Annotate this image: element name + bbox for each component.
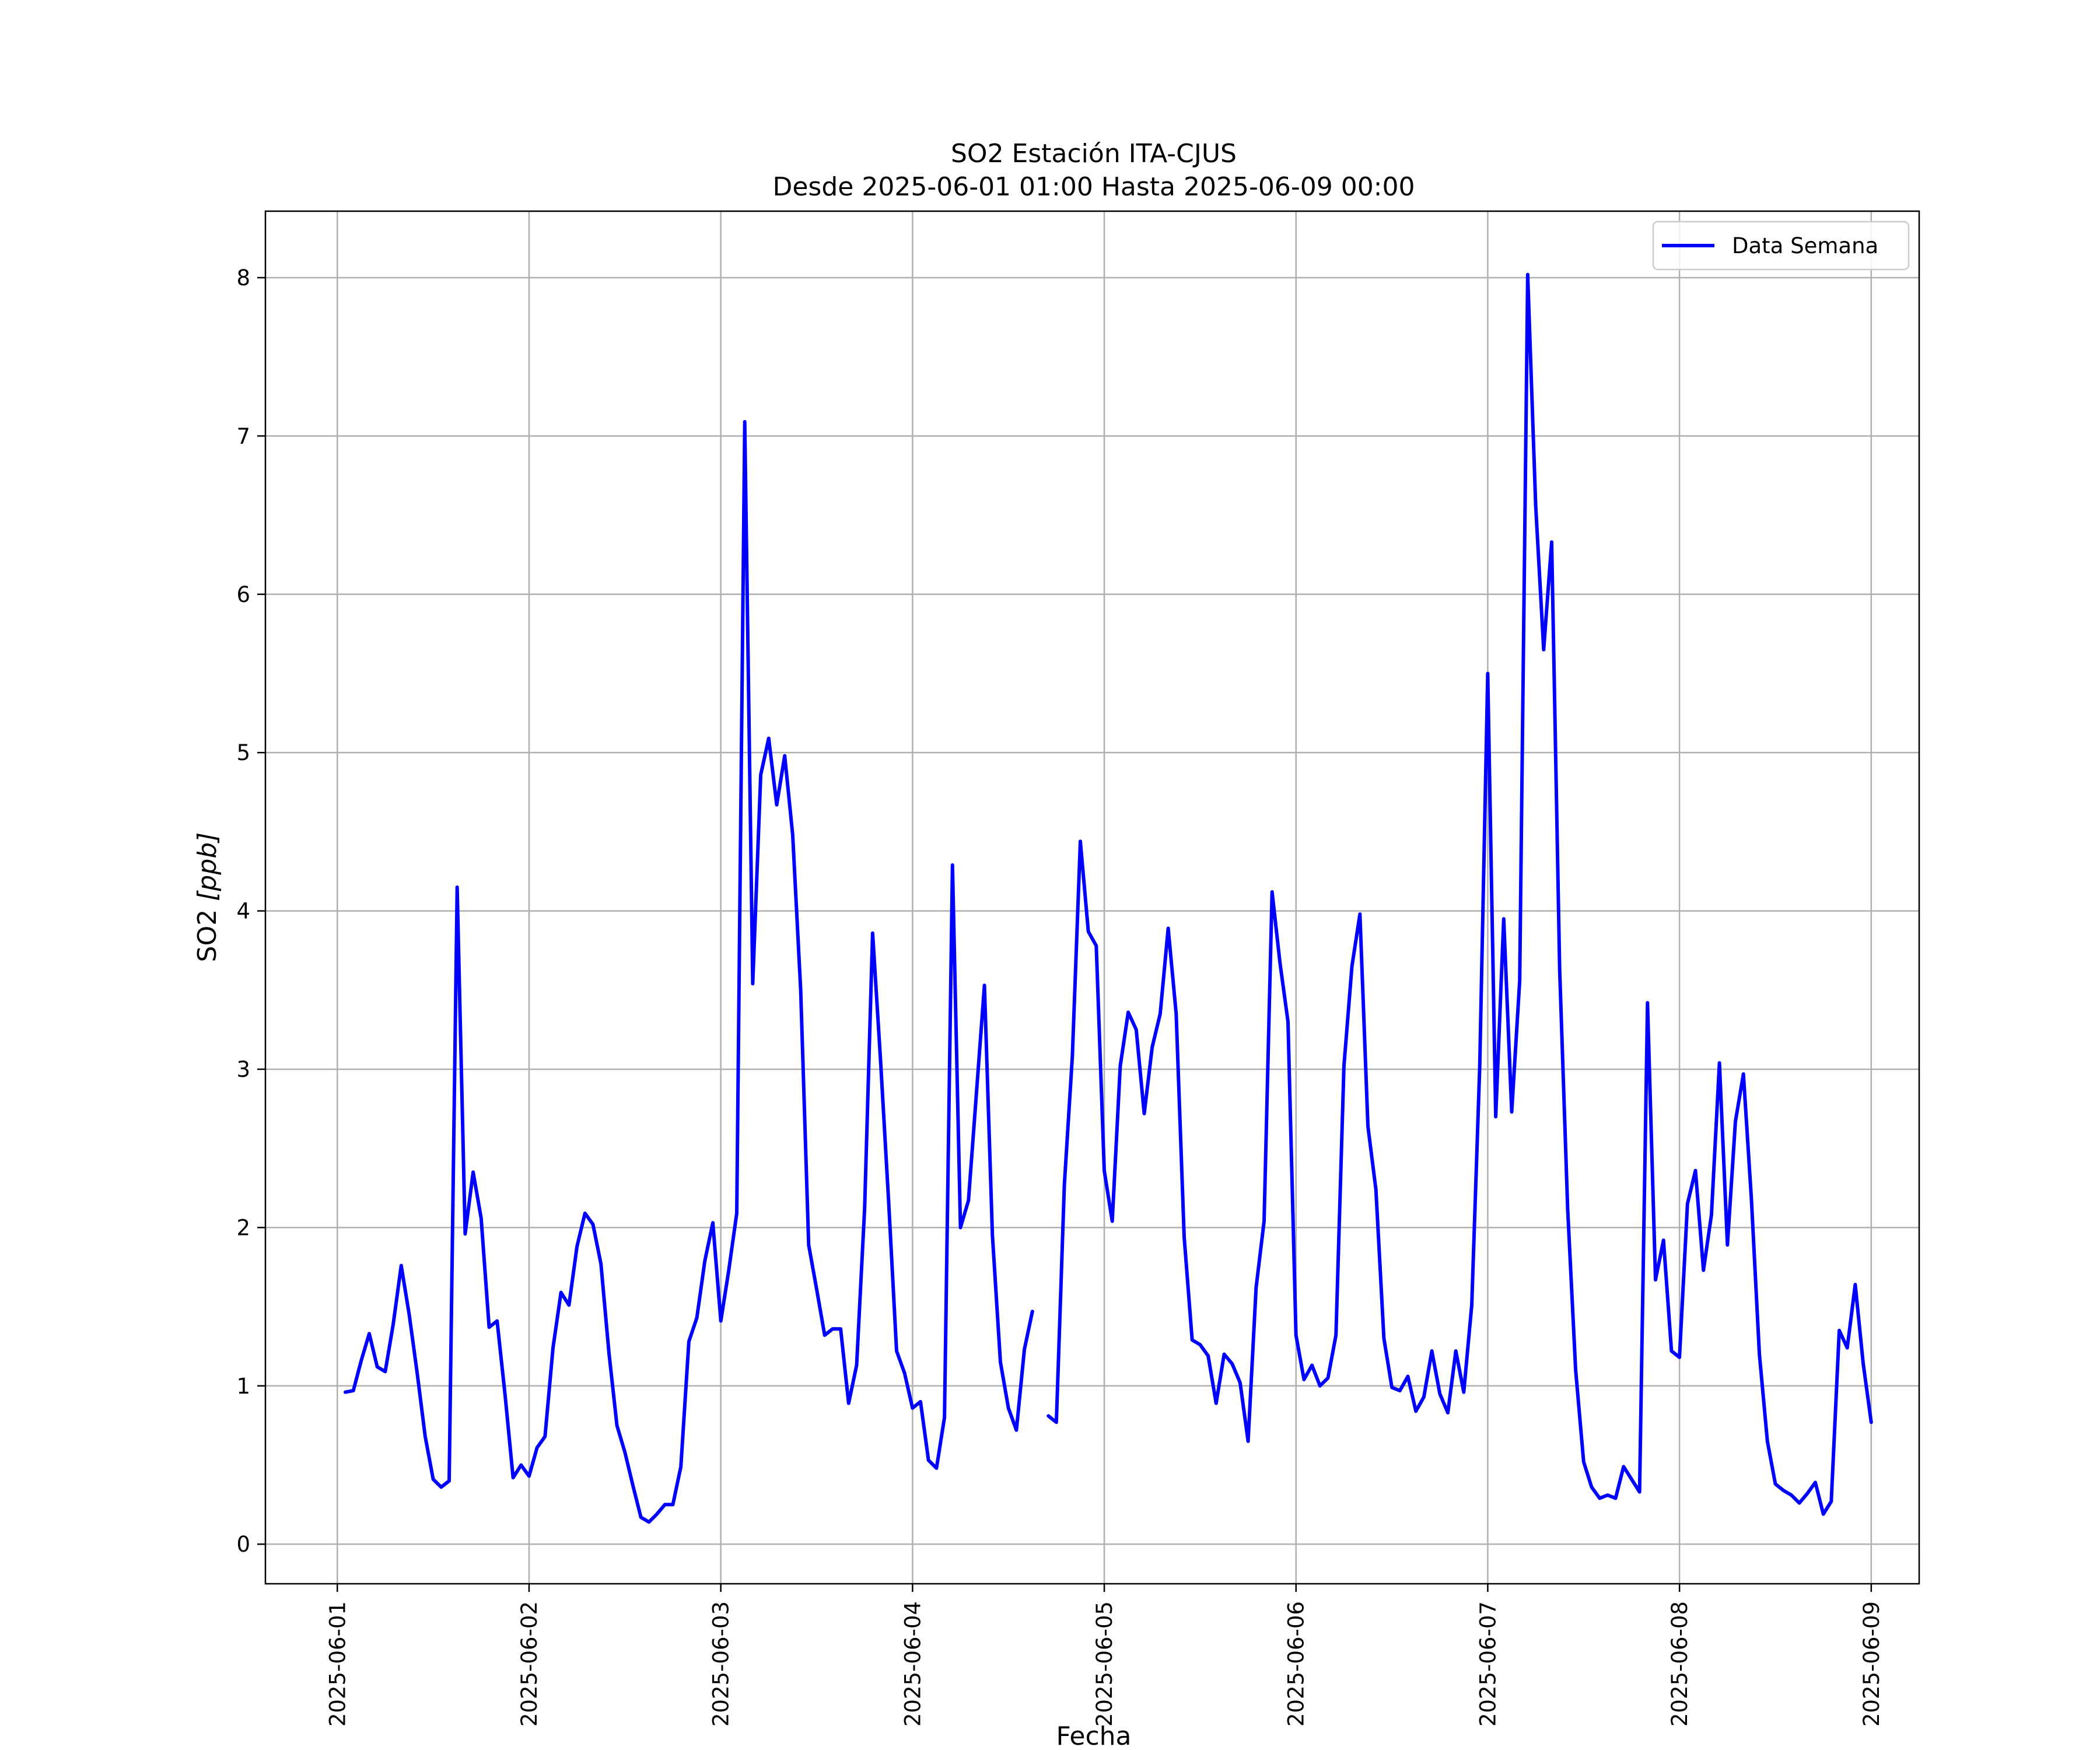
legend-box [1652,220,1910,271]
y-axis-label: SO2 [ppb] [192,832,222,963]
y-tick-label: 0 [236,1532,250,1557]
chart-subtitle: Desde 2025-06-01 01:00 Hasta 2025-06-09 … [772,172,1415,202]
y-axis-label-unit: [ppb] [192,832,222,901]
y-axis-ticks: 0 1 2 3 4 5 6 7 8 [236,265,265,1557]
y-tick-label: 5 [236,740,250,765]
y-tick-label: 3 [236,1057,250,1082]
x-tick-label: 2025-06-05 [1092,1601,1117,1727]
series-group [344,272,1873,1524]
y-tick-label: 8 [236,265,250,290]
y-tick-label: 7 [236,424,250,449]
y-tick-label: 2 [236,1215,250,1240]
x-tick-label: 2025-06-02 [517,1601,542,1727]
x-tick-label: 2025-06-04 [900,1601,925,1727]
x-tick-label: 2025-06-01 [325,1601,350,1727]
series-line-data-semana [344,420,1034,1524]
x-tick-label: 2025-06-06 [1284,1601,1309,1727]
x-tick-label: 2025-06-08 [1667,1601,1692,1727]
y-tick-label: 1 [236,1374,250,1399]
y-tick-label: 4 [236,899,250,924]
y-axis-label-main: SO2 [192,901,222,963]
chart-title: SO2 Estación ITA-CJUS [951,139,1237,169]
series-line-data-semana [1046,272,1873,1516]
x-tick-label: 2025-06-03 [709,1601,734,1727]
x-tick-label: 2025-06-07 [1475,1601,1500,1727]
x-tick-label: 2025-06-09 [1859,1601,1884,1727]
x-axis-label: Fecha [1056,1721,1131,1750]
legend-label: Data Semana [1732,233,1878,258]
grid [265,211,1919,1584]
y-tick-label: 6 [236,582,250,607]
legend: Data Semana [1652,220,1910,271]
plot-frame [264,210,1920,1585]
x-axis-ticks: 2025-06-01 2025-06-02 2025-06-03 2025-06-04… [325,1584,1884,1727]
